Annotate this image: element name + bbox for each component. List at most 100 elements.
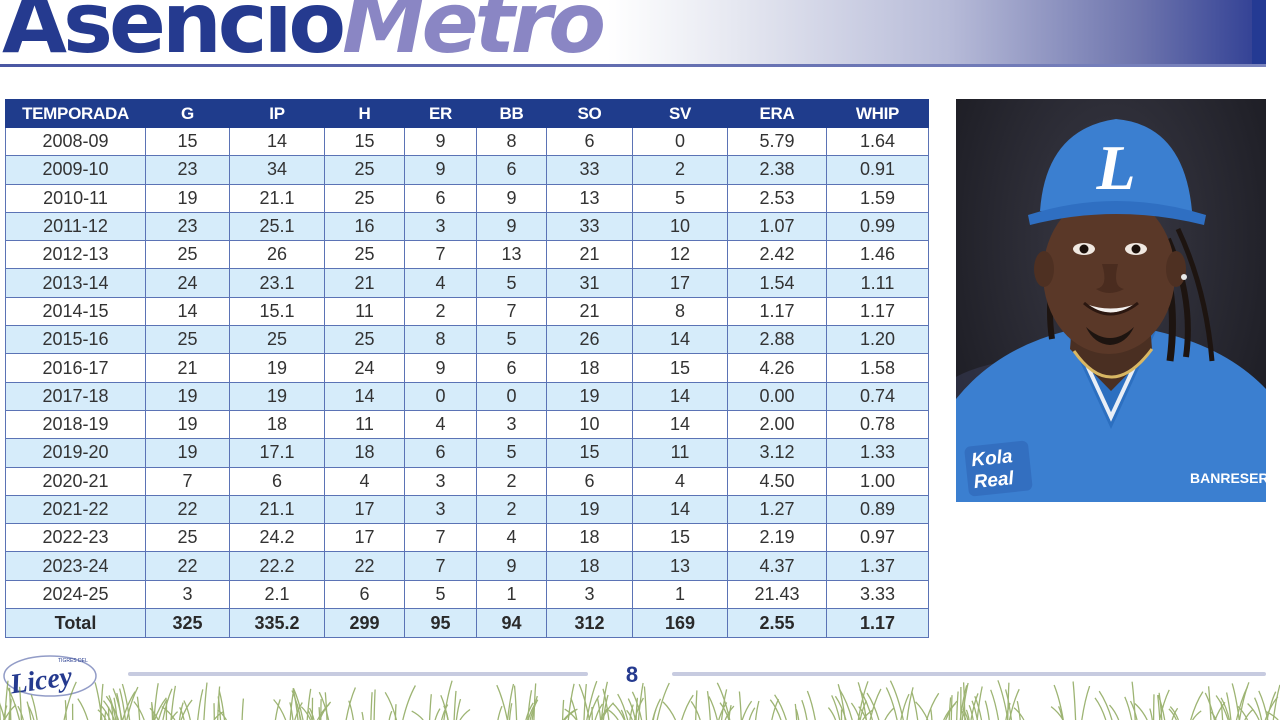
grass-blade xyxy=(103,700,116,720)
grass-blade xyxy=(324,692,328,720)
table-cell: 2.42 xyxy=(727,240,827,270)
table-cell: 25 xyxy=(145,523,230,553)
grass-blade xyxy=(1013,707,1025,720)
table-cell: 25 xyxy=(145,325,230,355)
table-cell: 21 xyxy=(546,296,633,327)
grass-blade xyxy=(289,693,294,720)
total-cell: 335.2 xyxy=(229,608,325,639)
table-cell: 14 xyxy=(145,296,230,327)
table-cell: 1.11 xyxy=(826,268,929,298)
table-cell: 3 xyxy=(546,579,633,610)
table-cell: 4 xyxy=(324,466,405,496)
table-cell: 2018-19 xyxy=(5,409,146,440)
grass-blade xyxy=(889,680,904,720)
table-cell: 0.78 xyxy=(826,409,929,440)
table-cell: 5 xyxy=(476,325,547,355)
grass-blade xyxy=(203,682,208,720)
table-cell: 18 xyxy=(546,551,633,581)
grass-blade xyxy=(99,683,104,720)
table-cell: 15 xyxy=(632,523,728,553)
grass-blade xyxy=(602,688,610,720)
table-cell: 17.1 xyxy=(229,438,325,468)
table-cell: 14 xyxy=(632,409,728,440)
grass-blade xyxy=(962,708,969,720)
table-cell: 4 xyxy=(404,268,477,298)
table-cell: 15.1 xyxy=(229,296,325,327)
column-header-bb: BB xyxy=(476,99,547,128)
grass-blade xyxy=(1210,711,1217,720)
table-cell: 6 xyxy=(546,126,633,157)
table-cell: 1.33 xyxy=(826,438,929,468)
table-cell: 5 xyxy=(476,438,547,468)
table-cell: 1.58 xyxy=(826,353,929,383)
table-cell: 9 xyxy=(476,183,547,213)
grass-blade xyxy=(794,703,798,720)
grass-blade xyxy=(626,709,633,720)
grass-blade xyxy=(561,699,565,720)
grass-blade xyxy=(122,691,136,720)
grass-blade xyxy=(600,681,609,720)
grass-blade xyxy=(965,709,970,720)
table-cell: 15 xyxy=(145,126,230,157)
grass-blade xyxy=(434,708,441,720)
table-cell: 0.91 xyxy=(826,155,929,185)
table-cell: 9 xyxy=(404,126,477,157)
grass-blade xyxy=(63,681,77,720)
grass-blade xyxy=(453,690,457,720)
table-cell: 21 xyxy=(145,353,230,383)
table-cell: 0.97 xyxy=(826,523,929,553)
table-cell: 1.27 xyxy=(727,494,827,525)
column-header-g: G xyxy=(145,99,230,128)
grass-blade xyxy=(100,704,111,720)
grass-blade xyxy=(1171,707,1179,720)
column-header-h: H xyxy=(324,99,405,128)
grass-blade xyxy=(1247,703,1260,720)
grass-blade xyxy=(18,686,23,720)
table-cell: 24 xyxy=(145,268,230,298)
table-cell: 26 xyxy=(546,325,633,355)
table-cell: 21.43 xyxy=(727,579,827,610)
grass-blade xyxy=(428,694,432,720)
grass-blade xyxy=(506,683,515,720)
grass-blade xyxy=(719,702,730,720)
grass-blade xyxy=(1265,710,1279,720)
table-cell: 19 xyxy=(229,381,325,411)
table-cell: 11 xyxy=(324,409,405,440)
table-cell: 17 xyxy=(324,494,405,525)
grass-blade xyxy=(1215,695,1229,720)
sponsor-kola-real-line1: Kola xyxy=(970,446,1014,471)
total-label: Total xyxy=(5,608,146,639)
table-cell: 6 xyxy=(476,353,547,383)
table-cell: 11 xyxy=(632,438,728,468)
table-body: 2008-09 15 14 15 9 8 6 0 5.79 1.64 2009-10 23 34 25 9 6… xyxy=(5,126,929,610)
table-cell: 2010-11 xyxy=(5,183,146,213)
grass-blade xyxy=(801,699,808,720)
table-cell: 2016-17 xyxy=(5,353,146,383)
grass-blade xyxy=(373,689,376,720)
table-cell: 2 xyxy=(632,155,728,185)
grass-blade xyxy=(911,691,919,720)
grass-decoration xyxy=(0,680,1280,720)
grass-blade xyxy=(620,709,626,720)
grass-blade xyxy=(1158,692,1163,720)
grass-blade xyxy=(1190,691,1204,720)
table-header-row: TEMPORADA G IP H ER BB SO SV ERA WHIP xyxy=(5,99,929,128)
grass-blade xyxy=(976,686,983,720)
table-cell: 3 xyxy=(145,579,230,610)
table-cell: 1.00 xyxy=(826,466,929,496)
table-cell: 2024-25 xyxy=(5,579,146,610)
table-cell: 13 xyxy=(546,183,633,213)
player-last-name: Metro xyxy=(342,0,606,72)
table-cell: 2019-20 xyxy=(5,438,146,468)
table-cell: 19 xyxy=(229,353,325,383)
table-cell: 6 xyxy=(404,438,477,468)
table-cell: 2008-09 xyxy=(5,126,146,157)
grass-blade xyxy=(859,700,867,720)
grass-blade xyxy=(806,690,816,720)
grass-blade xyxy=(318,701,332,720)
table-cell: 1 xyxy=(632,579,728,610)
table-cell: 1.17 xyxy=(727,296,827,327)
sponsor-banreservas: BANRESERV xyxy=(1190,470,1266,486)
table-cell: 6 xyxy=(229,466,325,496)
table-cell: 9 xyxy=(476,211,547,242)
